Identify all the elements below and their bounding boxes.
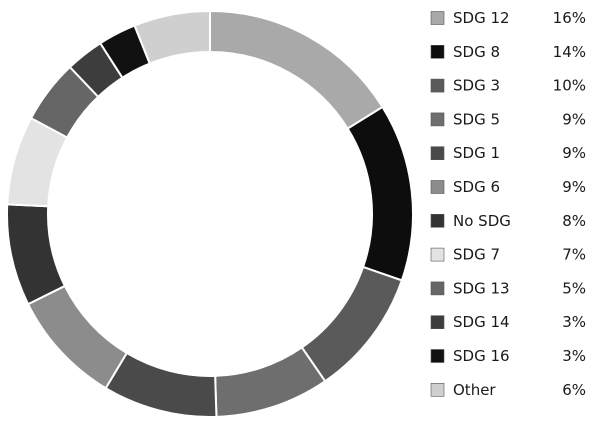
legend-label-sdg-1: SDG 1 [453,144,500,162]
legend-label-sdg-12: SDG 12 [453,9,510,27]
donut-slice-sdg-3 [300,265,404,383]
legend-swatch-sdg-8 [430,44,445,59]
donut-slice-sdg-1 [104,351,218,418]
legend-value-sdg-16: 3% [562,347,586,365]
donut-slice-other [133,9,211,65]
legend-label-sdg-13: SDG 13 [453,279,510,297]
donut-slice-sdg-8 [346,105,414,282]
legend-label-other: Other [453,381,496,399]
donut-slice-no-sdg [6,203,67,306]
legend-value-sdg-3: 10% [553,77,586,95]
legend-label-sdg-14: SDG 14 [453,313,510,331]
legend-swatch-no-sdg [430,214,445,228]
legend-swatch-sdg-1 [430,146,445,160]
donut-ring [6,9,414,418]
legend-value-sdg-14: 3% [562,313,586,331]
legend-label-no-sdg: No SDG [453,212,511,230]
donut-slice-sdg-6 [26,284,129,390]
legend-value-sdg-13: 5% [562,279,586,297]
legend-label-sdg-6: SDG 6 [453,178,500,196]
donut-slice-sdg-12 [209,9,384,130]
legend-value-no-sdg: 8% [562,212,586,230]
legend-value-sdg-5: 9% [562,110,586,128]
legend-label-sdg-8: SDG 8 [453,43,500,61]
legend-swatch-sdg-3 [430,78,445,93]
legend-swatch-sdg-14 [430,315,445,330]
legend-swatch-sdg-13 [430,281,445,296]
legend-swatch-other [430,382,445,397]
legend-swatch-sdg-12 [430,11,445,25]
legend-label-sdg-16: SDG 16 [453,347,510,365]
legend-swatch-sdg-16 [430,349,445,363]
legend-label-sdg-5: SDG 5 [453,110,500,128]
legend-value-sdg-6: 9% [562,178,586,196]
legend-swatch-sdg-7 [430,247,445,262]
legend-value-sdg-12: 16% [553,9,586,27]
legend-value-other: 6% [562,381,586,399]
legend-value-sdg-1: 9% [562,144,586,162]
donut-slice-sdg-5 [214,346,327,418]
legend-swatch-sdg-5 [430,112,445,127]
legend-value-sdg-8: 14% [553,43,586,61]
legend-label-sdg-7: SDG 7 [453,246,500,264]
legend-label-sdg-3: SDG 3 [453,77,500,95]
legend: SDG 12 16% SDG 8 14% SDG 3 10% SDG 5 9% SDG 1 9% S… [430,9,586,399]
legend-value-sdg-7: 7% [562,246,586,264]
legend-swatch-sdg-6 [430,180,445,194]
